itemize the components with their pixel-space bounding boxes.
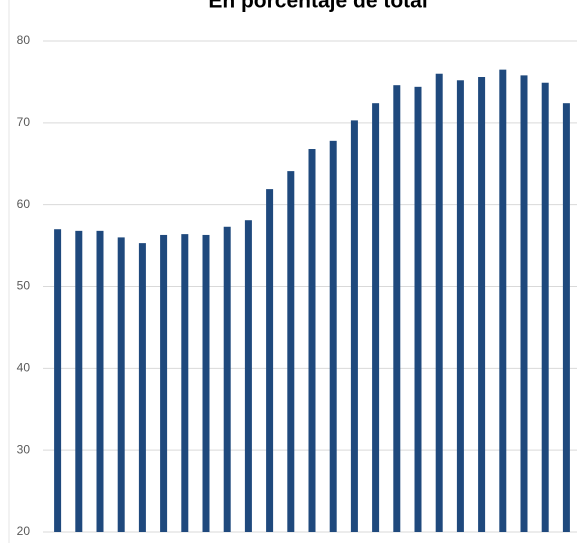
bar (435, 73, 443, 532)
bar (308, 149, 316, 532)
bar (393, 85, 401, 532)
bar (54, 229, 62, 532)
bar (202, 234, 210, 532)
bar (96, 230, 104, 532)
y-tick-label: 50 (17, 279, 31, 293)
y-tick-label: 70 (17, 115, 31, 129)
bar (181, 234, 189, 533)
bar (244, 220, 252, 532)
bar (562, 103, 570, 533)
bar (520, 75, 528, 533)
y-tick-label: 20 (17, 524, 31, 538)
bar (414, 86, 422, 533)
bar (223, 226, 231, 533)
bar (541, 82, 549, 533)
bar (266, 189, 274, 532)
y-tick-label: 40 (17, 361, 31, 375)
bar (287, 171, 295, 533)
bar (350, 120, 358, 533)
bar (117, 237, 125, 532)
bar (75, 230, 83, 532)
bar (478, 77, 486, 533)
bar (372, 103, 380, 533)
bar (160, 234, 168, 532)
bar (499, 69, 507, 533)
bar (456, 80, 464, 532)
y-tick-label: 60 (17, 197, 31, 211)
y-tick-label: 80 (17, 33, 31, 47)
chart-title: En porcentaje de total (208, 0, 427, 13)
y-tick-label: 30 (17, 442, 31, 456)
bar (329, 140, 337, 532)
bar (138, 243, 146, 532)
